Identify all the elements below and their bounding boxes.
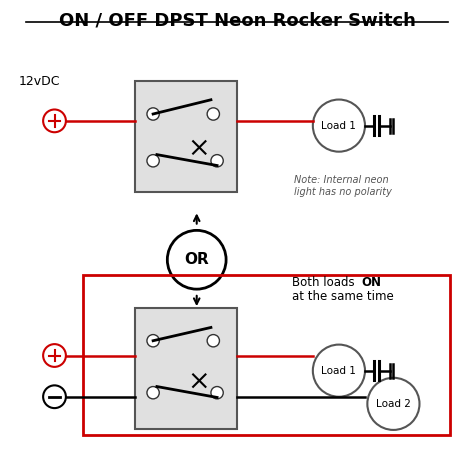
Bar <box>83 275 450 435</box>
Circle shape <box>313 100 365 152</box>
Circle shape <box>211 387 223 399</box>
Circle shape <box>43 109 66 132</box>
Circle shape <box>167 230 226 289</box>
Circle shape <box>207 335 219 347</box>
Text: ON: ON <box>362 276 382 289</box>
Text: Load 2: Load 2 <box>376 399 411 409</box>
Text: Note: Internal neon: Note: Internal neon <box>294 175 389 185</box>
Circle shape <box>211 155 223 167</box>
Circle shape <box>147 387 159 399</box>
Bar <box>135 308 237 429</box>
Text: Load 1: Load 1 <box>321 120 356 131</box>
Text: Load 1: Load 1 <box>321 365 356 376</box>
Text: at the same time: at the same time <box>292 290 393 303</box>
Text: ON / OFF DPST Neon Rocker Switch: ON / OFF DPST Neon Rocker Switch <box>59 12 415 30</box>
Circle shape <box>207 108 219 120</box>
Circle shape <box>367 378 419 430</box>
Bar <box>135 81 237 192</box>
Circle shape <box>147 155 159 167</box>
Circle shape <box>43 385 66 408</box>
Circle shape <box>147 335 159 347</box>
Circle shape <box>43 344 66 367</box>
Text: 12vDC: 12vDC <box>19 75 61 88</box>
Text: light has no polarity: light has no polarity <box>294 187 392 197</box>
Text: Both loads: Both loads <box>292 276 358 289</box>
Text: OR: OR <box>184 252 209 267</box>
Circle shape <box>313 345 365 397</box>
Circle shape <box>147 108 159 120</box>
